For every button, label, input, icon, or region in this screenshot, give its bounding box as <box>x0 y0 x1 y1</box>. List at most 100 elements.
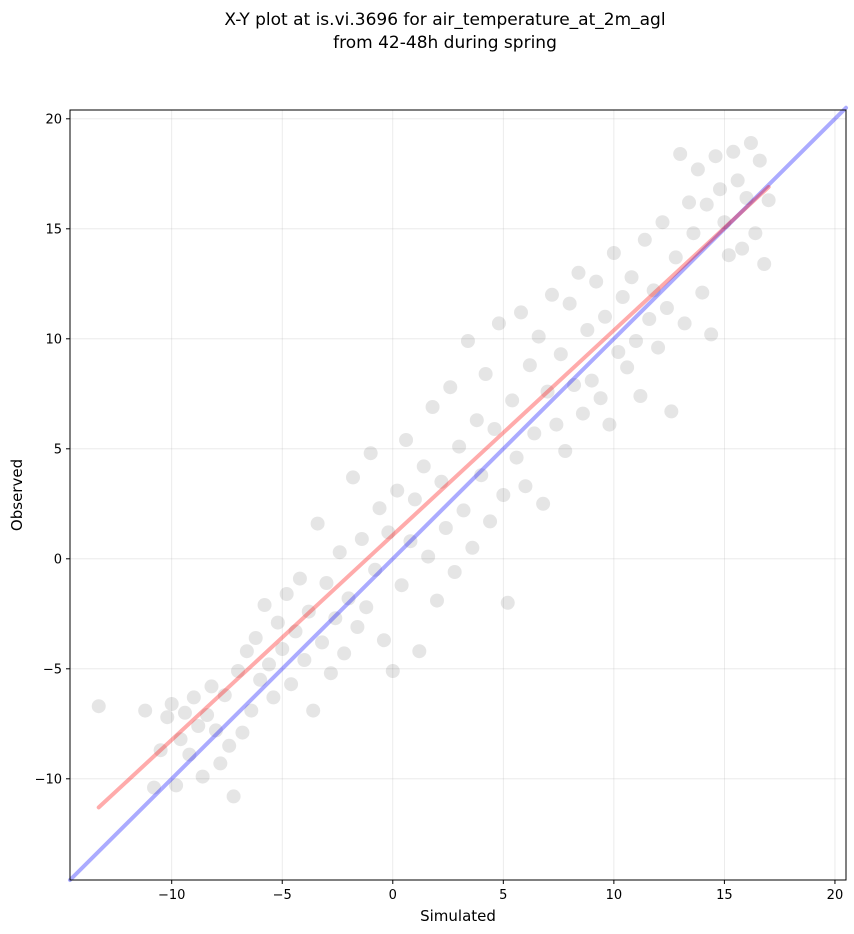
x-tick-label: −5 <box>273 888 292 903</box>
data-point <box>177 705 192 720</box>
x-tick-label: 0 <box>389 888 397 903</box>
data-point <box>606 246 621 260</box>
data-point <box>748 226 763 241</box>
data-point <box>345 470 360 485</box>
data-point <box>248 631 263 645</box>
data-point <box>659 301 674 315</box>
data-point <box>412 644 427 659</box>
data-point <box>682 195 697 210</box>
data-point <box>239 644 254 659</box>
data-point <box>717 215 732 230</box>
x-tick-label: 20 <box>827 888 844 903</box>
data-point <box>200 708 215 722</box>
data-point <box>257 598 272 612</box>
y-tick-label: 15 <box>45 222 62 237</box>
data-point <box>292 571 307 586</box>
data-point <box>540 384 555 399</box>
data-point <box>195 769 210 784</box>
data-point <box>279 587 294 601</box>
chart-title-line-1: X-Y plot at is.vi.3696 for air_temperatu… <box>224 10 665 30</box>
y-tick-label: −10 <box>35 772 62 787</box>
data-point <box>739 191 754 205</box>
data-point <box>164 697 179 711</box>
data-point <box>372 501 387 516</box>
x-tick-label: 10 <box>606 888 623 903</box>
data-point <box>416 459 431 474</box>
data-point <box>624 270 639 285</box>
data-point <box>567 378 582 392</box>
data-point <box>668 250 683 265</box>
data-point <box>651 340 666 355</box>
data-point <box>531 329 546 344</box>
reference-lines <box>68 105 848 882</box>
data-point <box>469 413 484 428</box>
data-point <box>474 468 489 483</box>
data-point <box>153 743 168 758</box>
data-point <box>288 624 303 639</box>
data-point <box>447 565 462 579</box>
data-point <box>160 710 175 725</box>
x-axis-label: Simulated <box>420 907 496 925</box>
data-point <box>496 488 511 502</box>
data-point <box>761 193 776 208</box>
data-point <box>270 615 285 630</box>
data-point <box>138 703 153 718</box>
data-point <box>518 479 533 494</box>
data-point <box>708 149 723 164</box>
data-point <box>620 360 635 375</box>
data-point <box>319 576 334 590</box>
data-point <box>421 549 436 564</box>
y-tick-label: −5 <box>43 662 62 677</box>
data-point <box>443 380 458 395</box>
data-point <box>571 265 586 280</box>
data-point <box>394 578 409 593</box>
data-point <box>182 747 197 762</box>
data-point <box>558 444 573 458</box>
data-point <box>686 226 701 241</box>
data-point <box>332 545 347 560</box>
data-point <box>589 274 604 289</box>
data-point <box>730 173 745 188</box>
data-point <box>655 215 670 230</box>
data-point <box>301 604 316 619</box>
data-point <box>452 439 467 454</box>
data-point <box>429 593 444 608</box>
data-point <box>403 534 418 549</box>
x-tick-label: 15 <box>716 888 733 903</box>
data-point <box>752 153 767 168</box>
data-point <box>633 389 648 403</box>
data-point <box>354 532 369 546</box>
data-point <box>297 653 312 667</box>
data-point <box>226 789 241 804</box>
data-point <box>204 679 219 694</box>
data-point <box>695 285 710 300</box>
x-tick-label: −10 <box>158 888 185 903</box>
data-point <box>628 334 643 348</box>
data-point <box>244 703 259 718</box>
data-point <box>460 334 475 348</box>
data-point <box>266 690 281 705</box>
data-point <box>368 562 383 577</box>
data-point <box>704 327 719 342</box>
data-point <box>147 780 162 795</box>
chart-title-line-2: from 42-48h during spring <box>333 33 557 53</box>
data-point <box>91 699 106 714</box>
data-point <box>399 433 414 447</box>
data-point <box>315 635 330 650</box>
data-point <box>593 391 608 406</box>
data-point <box>275 642 290 656</box>
data-point <box>306 703 321 718</box>
data-point <box>483 514 498 529</box>
data-point <box>642 312 657 326</box>
data-point <box>323 666 338 681</box>
data-point <box>509 450 524 465</box>
data-point <box>615 290 630 304</box>
data-point <box>337 646 352 661</box>
data-point <box>505 393 520 408</box>
data-point <box>222 738 237 753</box>
data-point <box>328 611 343 626</box>
y-tick-label: 0 <box>54 552 62 567</box>
y-tick-label: 5 <box>54 442 62 457</box>
data-point <box>363 446 378 461</box>
data-point <box>465 540 480 555</box>
